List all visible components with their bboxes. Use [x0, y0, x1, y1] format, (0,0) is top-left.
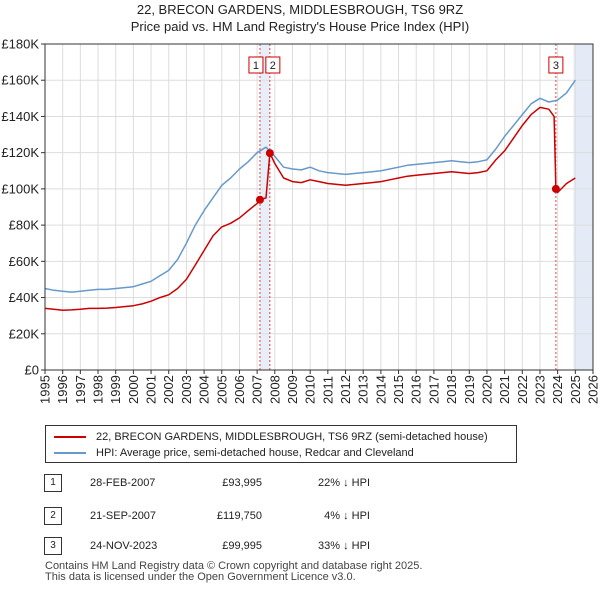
legend-item-property: 22, BRECON GARDENS, MIDDLESBROUGH, TS6 9… [54, 429, 488, 445]
y-tick-label: £0 [25, 363, 39, 378]
transaction-hpi-diff: 33% ↓ HPI [318, 540, 370, 552]
sale-point [551, 184, 560, 193]
y-tick-label: £60K [9, 254, 40, 269]
x-tick-label: 2016 [409, 375, 424, 404]
transaction-hpi-diff: 4% ↓ HPI [324, 510, 370, 522]
transaction-number-badge: 3 [44, 537, 62, 555]
x-tick-label: 2015 [391, 375, 406, 404]
x-tick-label: 2014 [373, 375, 388, 404]
x-tick-label: 1997 [73, 375, 88, 404]
transaction-date: 21-SEP-2007 [90, 510, 157, 522]
y-tick-label: £160K [1, 73, 39, 88]
x-tick-label: 2000 [126, 375, 141, 404]
sale-marker-label: 1 [253, 60, 259, 72]
x-tick-label: 1998 [91, 375, 106, 404]
sale-marker-badge [248, 56, 264, 74]
x-tick-label: 1995 [38, 375, 53, 404]
y-tick-label: £120K [1, 145, 39, 160]
sale-point [255, 195, 264, 204]
legend-swatch-hpi [54, 452, 86, 454]
x-tick-label: 2003 [179, 375, 194, 404]
x-tick-label: 2007 [250, 375, 265, 404]
footer-notice: Contains HM Land Registry data © Crown c… [45, 561, 422, 583]
x-tick-label: 2023 [532, 375, 547, 404]
x-tick-label: 1999 [108, 375, 123, 404]
footer-copyright: Contains HM Land Registry data © Crown c… [45, 560, 423, 572]
y-tick-label: £140K [1, 109, 39, 124]
sale-period-highlight [259, 44, 270, 370]
hpi-series-line [44, 79, 576, 293]
y-tick-label: £100K [1, 181, 39, 196]
x-tick-label: 2008 [267, 375, 282, 404]
x-tick-label: 2024 [550, 375, 565, 404]
y-tick-label: £20K [9, 326, 40, 341]
property-series-line [44, 106, 576, 311]
forecast-shading [573, 44, 593, 370]
chart-subtitle: Price paid vs. HM Land Registry's House … [130, 19, 470, 34]
x-tick-label: 2019 [462, 375, 477, 404]
legend-label-hpi: HPI: Average price, semi-detached house,… [96, 447, 414, 459]
transaction-number-badge: 1 [44, 474, 62, 492]
x-tick-label: 2020 [479, 375, 494, 404]
sale-marker-badge [548, 56, 564, 74]
x-tick-label: 2026 [586, 375, 600, 404]
x-tick-label: 2002 [161, 375, 176, 404]
legend-label-property: 22, BRECON GARDENS, MIDDLESBROUGH, TS6 9… [96, 431, 488, 443]
x-tick-label: 2009 [285, 375, 300, 404]
sale-point [265, 149, 274, 158]
x-tick-label: 2017 [426, 375, 441, 404]
transaction-date: 28-FEB-2007 [90, 477, 156, 489]
chart-title: 22, BRECON GARDENS, MIDDLESBROUGH, TS6 9… [136, 2, 464, 17]
footer-license: This data is licensed under the Open Gov… [45, 571, 356, 583]
transaction-price: £99,995 [222, 540, 262, 552]
y-tick-label: £40K [9, 290, 40, 305]
x-tick-label: 2010 [303, 375, 318, 404]
x-tick-label: 2004 [197, 375, 212, 404]
transaction-date: 24-NOV-2023 [90, 540, 158, 552]
x-tick-label: 2022 [515, 375, 530, 404]
x-tick-label: 2021 [497, 375, 512, 404]
x-tick-label: 1996 [55, 375, 70, 404]
x-tick-label: 2006 [232, 375, 247, 404]
transaction-price: £93,995 [222, 477, 262, 489]
legend-swatch-property [54, 436, 86, 438]
sale-marker-badge [265, 56, 281, 74]
plot-frame [44, 43, 594, 371]
sale-marker-label: 2 [270, 60, 276, 72]
transaction-hpi-diff: 22% ↓ HPI [318, 477, 370, 489]
legend: 22, BRECON GARDENS, MIDDLESBROUGH, TS6 9… [45, 425, 517, 463]
x-tick-label: 2025 [568, 375, 583, 404]
transaction-price: £119,750 [216, 510, 262, 522]
plot-background [44, 43, 594, 371]
sale-marker-label: 3 [553, 60, 559, 72]
x-tick-label: 2018 [444, 375, 459, 404]
x-tick-label: 2001 [144, 375, 159, 404]
y-tick-label: £180K [1, 37, 39, 52]
transaction-number-badge: 2 [44, 507, 62, 525]
x-tick-label: 2012 [338, 375, 353, 404]
y-tick-label: £80K [9, 218, 40, 233]
x-tick-label: 2005 [214, 375, 229, 404]
legend-item-hpi: HPI: Average price, semi-detached house,… [54, 445, 414, 461]
x-tick-label: 2013 [356, 375, 371, 404]
x-tick-label: 2011 [320, 376, 335, 404]
